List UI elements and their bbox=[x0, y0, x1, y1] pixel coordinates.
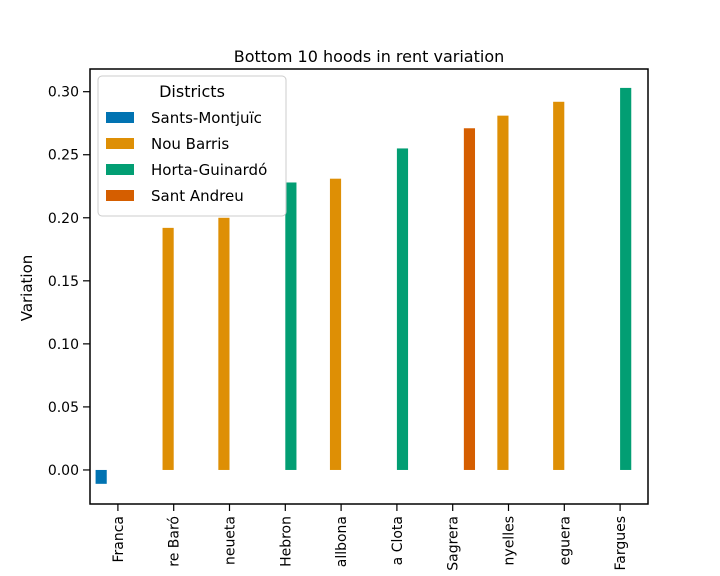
y-tick-label: 0.10 bbox=[48, 337, 79, 353]
plot-area-frame bbox=[89, 68, 649, 505]
bar bbox=[162, 227, 174, 470]
y-tick-label: 0.05 bbox=[48, 400, 79, 416]
bar bbox=[553, 101, 565, 470]
bar bbox=[218, 217, 230, 470]
chart-title: Bottom 10 hoods in rent variation bbox=[234, 47, 505, 66]
bar bbox=[329, 178, 342, 470]
legend-swatch bbox=[106, 138, 134, 149]
x-axis: Franca re Baró neueta Hebron allbona a Clota S… bbox=[111, 504, 629, 571]
legend-swatch bbox=[106, 164, 134, 175]
x-tick-label: nyelles bbox=[502, 516, 518, 565]
bar bbox=[463, 128, 476, 470]
x-tick-label: re Baró bbox=[167, 516, 183, 567]
y-axis-title: Variation bbox=[18, 255, 36, 322]
legend-label: Nou Barris bbox=[151, 135, 229, 153]
x-tick-label: Hebron bbox=[278, 516, 294, 567]
x-tick-label: Franca bbox=[111, 516, 127, 563]
y-tick-label: 0.15 bbox=[48, 274, 79, 290]
y-tick-label: 0.25 bbox=[48, 148, 79, 164]
x-tick-label: Sagrera bbox=[446, 516, 462, 571]
legend: Districts Sants-Montjuïc Nou Barris Horta-G… bbox=[97, 75, 287, 217]
y-tick-label: 0.00 bbox=[48, 463, 79, 479]
y-tick-label: 0.20 bbox=[48, 211, 79, 227]
x-tick-label: Fargues bbox=[613, 516, 629, 571]
bars-layer bbox=[95, 87, 632, 484]
legend-frame bbox=[97, 75, 287, 217]
x-tick-label: neueta bbox=[223, 516, 239, 565]
bar bbox=[95, 469, 107, 484]
x-tick-label: a Clota bbox=[390, 516, 406, 565]
y-tick-label: 0.30 bbox=[48, 85, 79, 101]
bar bbox=[285, 182, 297, 470]
legend-title: Districts bbox=[159, 82, 225, 101]
legend-label: Sants-Montjuïc bbox=[151, 109, 262, 127]
legend-label: Sant Andreu bbox=[151, 187, 244, 205]
x-tick-label: eguera bbox=[557, 516, 573, 565]
legend-label: Horta-Guinardó bbox=[151, 161, 267, 179]
legend-swatch bbox=[106, 190, 134, 201]
bar bbox=[620, 87, 632, 470]
y-axis: 0.00 0.05 0.10 0.15 0.20 0.25 0.30 bbox=[48, 85, 90, 479]
bar bbox=[396, 148, 409, 470]
x-tick-label: allbona bbox=[334, 516, 350, 567]
legend-swatch bbox=[106, 112, 134, 123]
bar bbox=[497, 115, 509, 470]
